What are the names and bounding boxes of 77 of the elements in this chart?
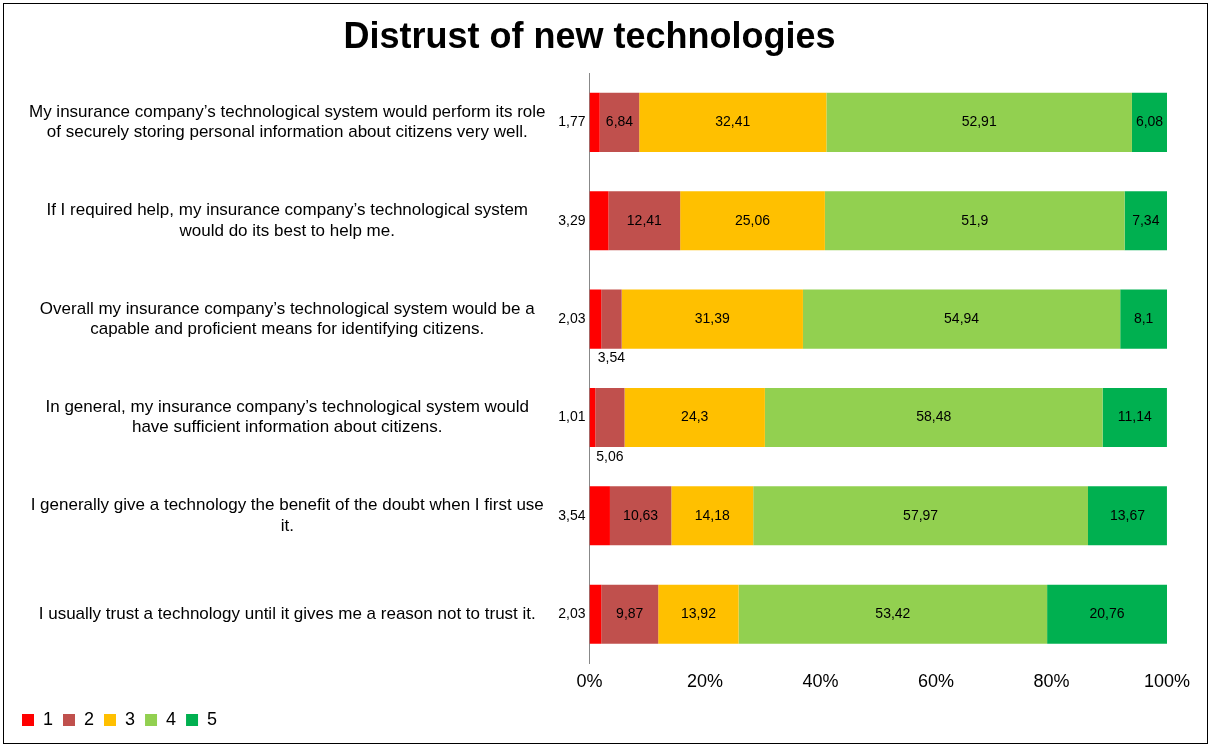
data-label: 2,03 (558, 605, 586, 622)
bar (738, 584, 1048, 644)
data-label: 31,39 (694, 309, 731, 326)
y-tick-label: If I required help, my insurance company’s technological system would do its best to help me. (46, 200, 529, 240)
bar (753, 486, 1088, 546)
data-label: 6,84 (605, 113, 634, 130)
bar (1088, 486, 1167, 546)
legend-label: 3 (125, 708, 136, 729)
data-label: 12,41 (626, 211, 663, 228)
data-label: 57,97 (903, 506, 939, 523)
x-tick-label: 40% (802, 671, 839, 692)
bar (680, 191, 825, 251)
bar (589, 191, 609, 251)
data-label: 52,91 (961, 113, 997, 130)
bar (599, 92, 640, 152)
legend-label: 1 (43, 708, 54, 729)
bar (601, 584, 659, 644)
data-label: 53,42 (875, 605, 911, 622)
x-tick-label: 100% (1143, 671, 1191, 692)
bar (1120, 289, 1167, 349)
y-tick-label: I usually trust a technology until it gives me a reason not to trust it. (38, 603, 536, 623)
data-label: 1,01 (558, 408, 586, 425)
data-label: 58,48 (916, 408, 952, 425)
bar (589, 289, 602, 349)
data-label: 3,54 (558, 506, 586, 523)
chart-title: Distrust of new technologies (343, 14, 836, 56)
bar (802, 289, 1121, 349)
y-tick-label: My insurance company’s technological system would perform its role of securely storing personal information about citizens very well. (28, 101, 546, 142)
data-label: 9,87 (616, 605, 644, 622)
legend-label: 4 (166, 708, 177, 729)
data-label: 3,54 (597, 349, 626, 366)
data-label: 7,34 (1132, 211, 1160, 228)
data-label: 3,29 (558, 211, 586, 228)
bar (609, 486, 672, 546)
data-label: 24,3 (681, 408, 709, 425)
bar (595, 387, 625, 447)
data-label: 14,18 (694, 506, 730, 523)
bar (1131, 92, 1167, 152)
bar (624, 387, 765, 447)
bar (1047, 584, 1167, 644)
data-label: 25,06 (735, 211, 771, 228)
legend-label: 5 (207, 708, 218, 729)
bar (671, 486, 754, 546)
data-label: 13,67 (1109, 506, 1146, 523)
y-tick-label: Overall my insurance company’s technological system would be a capable and proficient means for identifying citizens. (39, 298, 536, 338)
bar (1102, 387, 1167, 447)
data-label: 13,92 (680, 605, 717, 622)
data-label: 51,9 (961, 211, 989, 228)
bar (589, 584, 602, 644)
data-label: 32,41 (715, 113, 751, 130)
data-label: 1,77 (558, 113, 586, 130)
y-tick-label: I generally give a technology the benefit of the doubt when I first use it. (30, 495, 544, 535)
data-label: 5,06 (596, 447, 624, 464)
bar (1124, 191, 1167, 251)
data-label: 20,76 (1089, 605, 1125, 622)
bar (589, 486, 610, 546)
bar (658, 584, 739, 644)
bar (589, 92, 600, 152)
y-tick-label: In general, my insurance company’s technological system would have sufficient information about citizens. (45, 396, 529, 437)
bar (621, 289, 803, 349)
data-label: 11,14 (1117, 408, 1152, 425)
data-label: 8,1 (1133, 309, 1154, 326)
bar (824, 191, 1125, 251)
bar (601, 289, 622, 349)
x-tick-label: 80% (1033, 671, 1070, 692)
bar (764, 387, 1103, 447)
data-label: 2,03 (558, 309, 586, 326)
x-tick-label: 60% (917, 671, 955, 692)
data-label: 10,63 (623, 506, 659, 523)
x-tick-label: 0% (576, 671, 603, 692)
bar (639, 92, 827, 152)
bar (608, 191, 681, 251)
x-tick-label: 20% (686, 671, 724, 692)
bar (826, 92, 1132, 152)
data-label: 54,94 (944, 309, 980, 326)
legend-label: 2 (84, 708, 95, 729)
data-label: 6,08 (1135, 113, 1164, 130)
